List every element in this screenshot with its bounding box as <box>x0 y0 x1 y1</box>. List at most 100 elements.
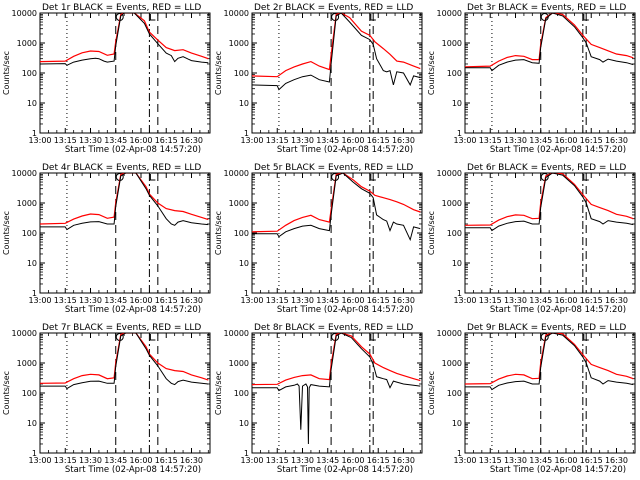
y-axis-label: Counts/sec <box>214 371 223 415</box>
x-axis-label: Start Time (02-Apr-08 14:57:20) <box>65 145 201 155</box>
lld-series-line <box>40 173 209 225</box>
x-tick-label: 13:15 <box>266 456 289 465</box>
y-tick-label: 1000 <box>17 39 37 48</box>
x-tick-label: 16:15 <box>580 296 603 305</box>
x-tick-label: 16:00 <box>129 456 152 465</box>
x-tick-label: 13:00 <box>28 136 51 145</box>
x-tick-label: 13:00 <box>453 456 476 465</box>
y-tick-label: 1 <box>244 129 249 138</box>
x-tick-label: 16:30 <box>392 136 415 145</box>
y-tick-label: 10000 <box>437 329 462 338</box>
x-tick-label: 13:30 <box>504 136 527 145</box>
y-tick-label: 1 <box>32 289 37 298</box>
x-axis-label: Start Time (02-Apr-08 14:57:20) <box>490 145 626 155</box>
y-tick-label: 1000 <box>229 199 249 208</box>
y-axis-label: Counts/sec <box>2 211 11 255</box>
interval-bracket-marker <box>583 174 589 181</box>
x-tick-label: 13:45 <box>104 296 127 305</box>
x-tick-label: 16:00 <box>554 296 577 305</box>
y-tick-label: 10000 <box>12 169 37 178</box>
x-tick-label: 13:00 <box>453 296 476 305</box>
y-tick-label: 10 <box>239 259 249 268</box>
y-tick-label: 1 <box>457 449 462 458</box>
chart-panel: Det 6r BLACK = Events, RED = LLD 1 10 100 10… <box>427 163 636 315</box>
x-axis-label: Start Time (02-Apr-08 14:57:20) <box>65 305 201 315</box>
events-series-line <box>252 173 421 242</box>
interval-bracket-marker <box>149 14 156 21</box>
chart-panel: Det 5r BLACK = Events, RED = LLD 1 10 100 10… <box>214 163 423 315</box>
x-tick-label: 16:00 <box>554 456 577 465</box>
x-tick-label: 13:00 <box>240 456 263 465</box>
x-tick-label: 16:15 <box>367 456 390 465</box>
x-tick-label: 13:30 <box>504 296 527 305</box>
x-tick-label: 13:30 <box>291 456 314 465</box>
x-tick-label: 13:00 <box>453 136 476 145</box>
y-tick-label: 1 <box>32 449 37 458</box>
chart-title: Det 1r BLACK = Events, RED = LLD <box>42 3 201 13</box>
chart-panel: Det 7r BLACK = Events, RED = LLD 1 10 100 10… <box>2 323 211 475</box>
x-tick-label: 16:30 <box>605 296 628 305</box>
y-tick-label: 10 <box>452 99 462 108</box>
x-tick-label: 16:00 <box>129 136 152 145</box>
x-tick-label: 16:30 <box>605 456 628 465</box>
y-tick-label: 1 <box>457 289 462 298</box>
x-tick-label: 16:15 <box>155 296 178 305</box>
x-axis-label: Start Time (02-Apr-08 14:57:20) <box>490 305 626 315</box>
x-tick-label: 16:30 <box>180 136 203 145</box>
y-tick-label: 1 <box>244 289 249 298</box>
x-tick-label: 13:15 <box>479 456 502 465</box>
y-tick-label: 1 <box>32 129 37 138</box>
lld-series-line <box>252 333 421 386</box>
y-tick-label: 100 <box>22 229 37 238</box>
chart-panel: Det 4r BLACK = Events, RED = LLD 1 10 100 10… <box>2 163 211 315</box>
x-tick-label: 16:00 <box>341 296 364 305</box>
y-tick-label: 10000 <box>224 329 249 338</box>
x-tick-label: 13:30 <box>79 456 102 465</box>
chart-title: Det 4r BLACK = Events, RED = LLD <box>42 163 201 173</box>
y-tick-label: 100 <box>447 229 462 238</box>
interval-bracket-marker <box>583 14 589 21</box>
y-tick-label: 10 <box>239 99 249 108</box>
x-tick-label: 16:00 <box>554 136 577 145</box>
chart-panel: Det 9r BLACK = Events, RED = LLD 1 10 100 10… <box>427 323 636 475</box>
x-tick-label: 16:00 <box>341 136 364 145</box>
chart-title: Det 5r BLACK = Events, RED = LLD <box>254 163 413 173</box>
x-tick-label: 13:15 <box>266 296 289 305</box>
y-tick-label: 1 <box>244 449 249 458</box>
plot-frame <box>464 172 636 294</box>
x-tick-label: 13:15 <box>266 136 289 145</box>
y-tick-label: 100 <box>234 229 249 238</box>
chart-title: Det 8r BLACK = Events, RED = LLD <box>254 323 413 333</box>
y-tick-label: 1000 <box>442 199 462 208</box>
y-tick-label: 1 <box>457 129 462 138</box>
y-axis-label: Counts/sec <box>427 371 436 415</box>
plot-frame <box>464 12 636 134</box>
lld-series-line <box>252 13 421 78</box>
interval-bracket-marker <box>370 174 376 181</box>
y-tick-label: 1000 <box>229 359 249 368</box>
y-tick-label: 10000 <box>224 169 249 178</box>
plot-frame <box>39 172 211 294</box>
x-tick-label: 16:15 <box>580 456 603 465</box>
plot-frame <box>251 332 423 454</box>
x-tick-label: 13:15 <box>479 296 502 305</box>
y-axis-label: Counts/sec <box>427 51 436 95</box>
interval-bracket-marker <box>583 334 589 341</box>
y-tick-label: 10 <box>27 99 37 108</box>
x-tick-label: 16:15 <box>155 456 178 465</box>
x-tick-label: 16:00 <box>341 456 364 465</box>
y-tick-label: 1000 <box>442 39 462 48</box>
lld-series-line <box>40 333 209 384</box>
x-tick-label: 13:45 <box>529 136 552 145</box>
interval-bracket-marker <box>370 334 376 341</box>
y-tick-label: 100 <box>22 69 37 78</box>
events-series-line <box>40 333 209 390</box>
y-tick-label: 1000 <box>17 199 37 208</box>
x-tick-label: 13:15 <box>54 456 77 465</box>
y-tick-label: 10 <box>27 419 37 428</box>
x-axis-label: Start Time (02-Apr-08 14:57:20) <box>277 145 413 155</box>
y-axis-label: Counts/sec <box>427 211 436 255</box>
x-tick-label: 16:15 <box>367 136 390 145</box>
y-tick-label: 100 <box>22 389 37 398</box>
x-axis-label: Start Time (02-Apr-08 14:57:20) <box>65 465 201 475</box>
